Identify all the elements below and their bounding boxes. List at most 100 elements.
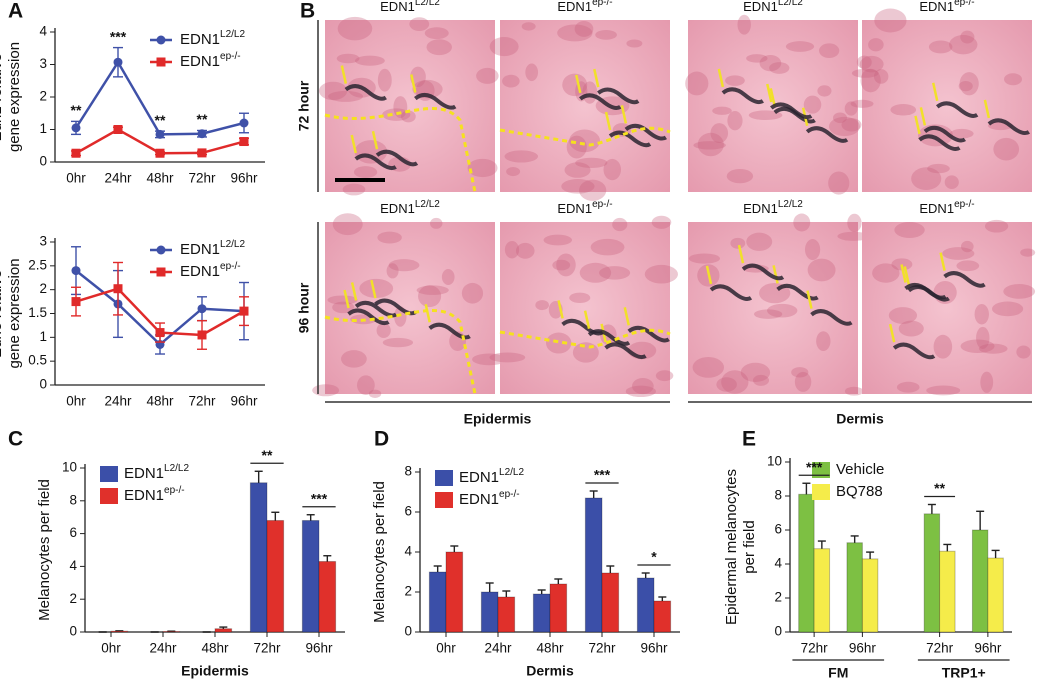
cell [860,68,881,93]
marker [155,328,165,338]
arrow [343,289,350,309]
cell [376,322,391,339]
arrow [604,111,612,131]
y-tick-label: 10 [767,454,782,469]
micrograph [325,222,495,394]
cell [357,375,375,395]
cell [844,386,864,396]
group-label: TRP1+ [942,665,986,681]
y-axis-label: gene expression [6,42,23,152]
panel-label: C [8,428,23,451]
micrograph [862,20,1032,192]
gene-name: Edn1 [0,106,5,141]
bar [653,600,672,633]
cell [992,301,1024,317]
y-tick-label: 2 [39,89,47,104]
cell [574,21,594,37]
y-tick-label: 0 [404,624,412,639]
cell [430,217,443,229]
legend-label-sup: L2/L2 [164,463,189,474]
bar [266,519,285,633]
marker [71,297,81,307]
y-axis-label-text: Epidermal melanocytes [723,469,740,625]
marker [239,118,249,128]
cell [377,231,402,244]
cell [569,129,601,153]
significance: ** [262,447,273,463]
cell [354,140,388,164]
bar [861,558,879,633]
marker [113,284,123,294]
y-tick-label: 10 [62,460,77,475]
marker [155,129,165,139]
cell [898,320,924,337]
cell [545,332,572,354]
arrow [370,279,377,299]
cell [655,370,674,382]
cell [956,260,980,272]
melanocyte [414,93,457,110]
x-axis-label: Epidermis [181,663,249,679]
cell [888,307,918,324]
melanocyte [587,329,631,346]
cell [525,63,539,82]
cell [341,350,367,368]
cell [476,67,499,84]
cell [832,112,848,124]
column-header-sup: ep-/- [954,199,975,210]
cell [949,35,978,55]
cell [859,55,884,73]
cell [377,68,392,92]
cell [535,300,549,311]
cell [748,110,783,121]
cell [328,90,363,102]
column-header-sup: L2/L2 [415,199,440,210]
cell [927,163,950,174]
x-tick-label: 72hr [801,641,829,656]
y-tick-label: 6 [774,522,782,537]
bar [445,551,464,633]
arrow [931,82,939,102]
arrow [593,68,600,88]
y-tick-label: 0 [69,624,77,639]
y-axis-label-text: per field [741,520,758,573]
cell [874,8,907,33]
arrow [340,65,348,84]
y-tick-label: 0 [774,624,782,639]
cell [928,40,953,54]
cell [543,234,573,246]
significance: *** [594,467,611,483]
cell [933,334,953,359]
cell [685,71,709,96]
arrow [583,310,591,329]
cell [697,132,724,157]
marker [71,266,81,276]
row-label: 96 hour [296,282,312,333]
y-tick-label: 8 [774,488,782,503]
arrow [919,107,927,126]
melanocyte [709,284,753,301]
bar [601,572,620,633]
y-axis-label-text: relative [0,53,5,101]
cell [626,39,643,48]
column-header-base: EDN1 [557,201,592,216]
x-tick-label: 0hr [101,641,121,656]
legend-label-base: EDN1 [459,491,499,508]
legend-marker [156,57,166,67]
melanocyte [935,101,979,118]
bar [249,482,268,633]
arrow [900,264,907,283]
x-tick-label: 24hr [104,171,132,186]
cell [958,80,973,92]
arrow [939,252,946,271]
legend-label: Vehicle [836,461,884,478]
cell [579,179,607,201]
melanocyte [347,308,390,326]
cell [354,55,385,66]
cell [712,106,732,115]
melanocyte [721,87,764,105]
cell [873,69,889,84]
cell [472,353,507,366]
cell [1016,345,1031,359]
